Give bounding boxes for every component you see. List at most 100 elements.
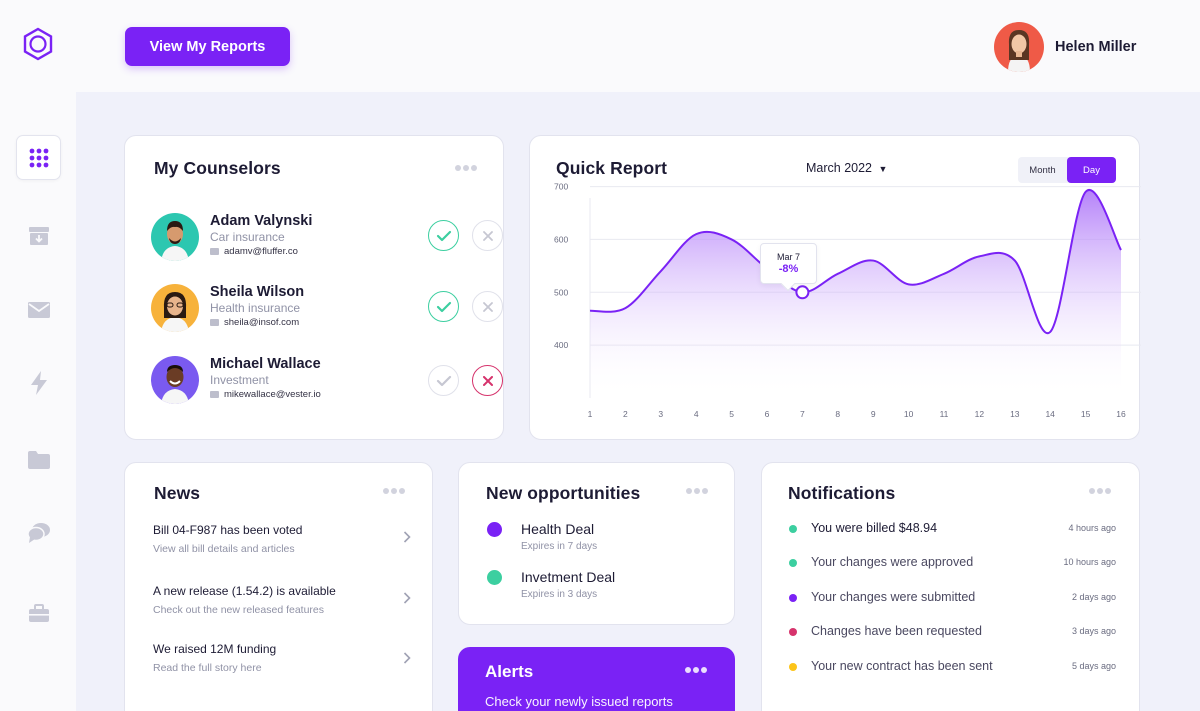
opportunity-item[interactable]: Health Deal Expires in 7 days (486, 521, 726, 557)
counselor-row: Adam Valynski Car insurance adamv@fluffe… (151, 213, 503, 263)
sidebar (0, 92, 76, 711)
sidebar-item-activity[interactable] (16, 360, 61, 405)
approve-button[interactable] (428, 365, 459, 396)
mail-icon (210, 319, 219, 326)
news-title: We raised 12M funding (153, 642, 277, 656)
approve-button[interactable] (428, 291, 459, 322)
news-item[interactable]: Bill 04-F987 has been voted View all bil… (153, 523, 411, 563)
status-dot (789, 628, 797, 636)
y-tick-label: 700 (554, 182, 568, 192)
reject-button[interactable] (472, 220, 503, 251)
tooltip-date: Mar 7 (776, 252, 800, 262)
caret-down-icon: ▼ (878, 164, 888, 174)
period-toggle: Month Day (1018, 157, 1116, 183)
x-tick-label: 6 (765, 409, 770, 419)
opportunity-item[interactable]: Invetment Deal Expires in 3 days (486, 569, 726, 605)
more-options-icon[interactable] (686, 488, 708, 494)
user-name: Helen Miller (1055, 39, 1137, 55)
more-options-icon[interactable] (383, 488, 405, 494)
counselor-row: Michael Wallace Investment mikewallace@v… (151, 356, 503, 406)
x-tick-label: 7 (800, 409, 805, 419)
mail-icon (210, 391, 219, 398)
x-tick-label: 12 (975, 409, 985, 419)
mail-icon (27, 301, 50, 318)
more-options-icon[interactable] (1089, 488, 1111, 494)
notification-item[interactable]: Your new contract has been sent 5 days a… (788, 659, 1116, 675)
y-tick-label: 600 (554, 234, 568, 244)
sidebar-item-dashboard[interactable] (16, 135, 61, 180)
counselor-email: adamv@fluffer.co (210, 246, 298, 257)
x-tick-label: 5 (729, 409, 734, 419)
notification-time: 3 days ago (1071, 626, 1116, 636)
counselor-name: Michael Wallace (210, 356, 321, 372)
reject-button[interactable] (472, 365, 503, 396)
status-dot (789, 559, 797, 567)
approve-button[interactable] (428, 220, 459, 251)
month-label: March 2022 (806, 161, 873, 175)
avatar (151, 356, 199, 404)
grid-icon (29, 148, 48, 167)
status-dot (487, 570, 502, 585)
sidebar-item-work[interactable] (16, 591, 61, 636)
alerts-card[interactable]: Alerts Check your newly issued reports (458, 647, 735, 711)
toggle-month[interactable]: Month (1029, 164, 1056, 176)
chevron-right-icon (403, 592, 411, 604)
sidebar-item-archive[interactable] (16, 213, 61, 258)
avatar[interactable] (994, 22, 1044, 72)
folder-icon (27, 450, 50, 469)
notification-item[interactable]: You were billed $48.94 4 hours ago (788, 521, 1116, 537)
status-dot (789, 525, 797, 533)
news-title: A new release (1.54.2) is available (153, 584, 336, 598)
notification-item[interactable]: Changes have been requested 3 days ago (788, 624, 1116, 640)
notification-time: 5 days ago (1071, 661, 1116, 671)
opportunities-card: New opportunities Health Deal Expires in… (458, 462, 735, 625)
status-dot (789, 663, 797, 671)
more-options-icon[interactable] (685, 667, 707, 673)
view-my-reports-button[interactable]: View My Reports (125, 27, 290, 66)
x-tick-label: 13 (1010, 409, 1020, 419)
toggle-day[interactable]: Day (1067, 157, 1116, 183)
notification-time: 2 days ago (1071, 592, 1116, 602)
more-options-icon[interactable] (455, 165, 477, 171)
counselor-email: mikewallace@vester.io (210, 389, 321, 400)
card-title: Quick Report (556, 158, 668, 178)
status-dot (789, 594, 797, 602)
x-tick-label: 8 (835, 409, 840, 419)
top-bar: View My Reports Helen Miller (0, 0, 1200, 92)
sidebar-item-files[interactable] (16, 437, 61, 482)
counselor-role: Car insurance (210, 230, 285, 244)
chart-tooltip: Mar 7 -8% (760, 243, 817, 292)
user-profile[interactable]: Helen Miller (994, 22, 1136, 72)
series-area (590, 189, 1121, 398)
card-title: News (154, 483, 201, 503)
reject-button[interactable] (472, 291, 503, 322)
opportunity-title: Health Deal (521, 521, 595, 537)
card-title: Notifications (788, 483, 896, 503)
news-item[interactable]: A new release (1.54.2) is available Chec… (153, 584, 411, 624)
avatar (151, 284, 199, 332)
x-tick-label: 4 (694, 409, 699, 419)
notification-item[interactable]: Your changes were submitted 2 days ago (788, 590, 1116, 606)
sidebar-item-chat[interactable] (16, 510, 61, 555)
alerts-subtitle: Check your newly issued reports (485, 694, 673, 709)
close-icon (482, 301, 493, 312)
news-card: News Bill 04-F987 has been voted View al… (124, 462, 433, 711)
x-tick-label: 3 (658, 409, 663, 419)
counselor-name: Adam Valynski (210, 213, 313, 229)
mail-icon (210, 248, 219, 255)
y-tick-label: 500 (554, 287, 568, 297)
x-tick-label: 14 (1045, 409, 1055, 419)
news-item[interactable]: We raised 12M funding Read the full stor… (153, 642, 411, 682)
series-line (589, 188, 1122, 335)
counselor-role: Health insurance (210, 301, 301, 315)
notification-text: Changes have been requested (811, 624, 982, 638)
chevron-right-icon (403, 652, 411, 664)
archive-icon (28, 226, 49, 245)
sidebar-item-messages[interactable] (16, 287, 61, 332)
month-dropdown[interactable]: March 2022 ▼ (806, 161, 887, 175)
close-icon (482, 230, 493, 241)
logo-icon[interactable] (22, 27, 54, 61)
counselor-name: Sheila Wilson (210, 284, 305, 300)
notification-item[interactable]: Your changes were approved 10 hours ago (788, 555, 1116, 571)
